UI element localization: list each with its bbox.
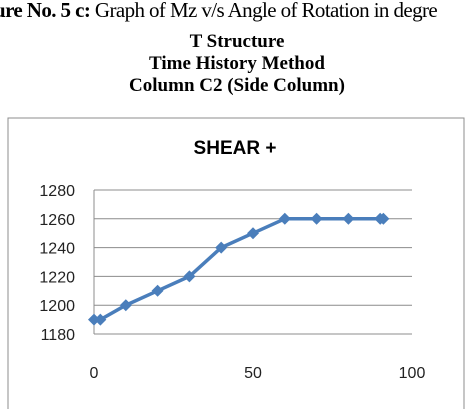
- data-point-2: [119, 299, 132, 312]
- y-tick-label: 1240: [39, 241, 75, 258]
- data-point-3: [151, 284, 164, 297]
- data-point-4: [183, 270, 196, 283]
- chart-frame: [7, 117, 465, 409]
- y-tick-label: 1280: [39, 183, 75, 200]
- column-heading: Column C2 (Side Column): [129, 75, 345, 96]
- y-tick-label: 1180: [41, 327, 76, 344]
- structure-heading: T Structure: [189, 31, 285, 52]
- figure-caption-label: ure No. 5 c:: [0, 0, 91, 22]
- data-point-6: [247, 227, 259, 240]
- data-point-9: [342, 212, 355, 225]
- data-point-8: [310, 212, 323, 225]
- data-point-0: [88, 313, 100, 326]
- y-tick-label: 1220: [39, 269, 75, 286]
- data-point-1: [94, 313, 107, 326]
- y-tick-label: 1200: [39, 298, 75, 315]
- figure-caption: ure No. 5 c: Graph of Mz v/s Angle of Ro…: [0, 0, 474, 34]
- x-tick-label: 0: [90, 365, 99, 382]
- chart-title: SHEAR +: [194, 138, 277, 159]
- data-point-11: [377, 212, 390, 225]
- data-point-7: [278, 212, 291, 225]
- x-tick-label: 100: [399, 365, 426, 382]
- data-point-5: [215, 241, 228, 254]
- figure-caption-text: Graph of Mz v/s Angle of Rotation in deg…: [90, 0, 438, 22]
- method-heading: Time History Method: [149, 53, 325, 74]
- y-tick-label: 1260: [39, 212, 75, 229]
- x-tick-label: 50: [244, 365, 262, 382]
